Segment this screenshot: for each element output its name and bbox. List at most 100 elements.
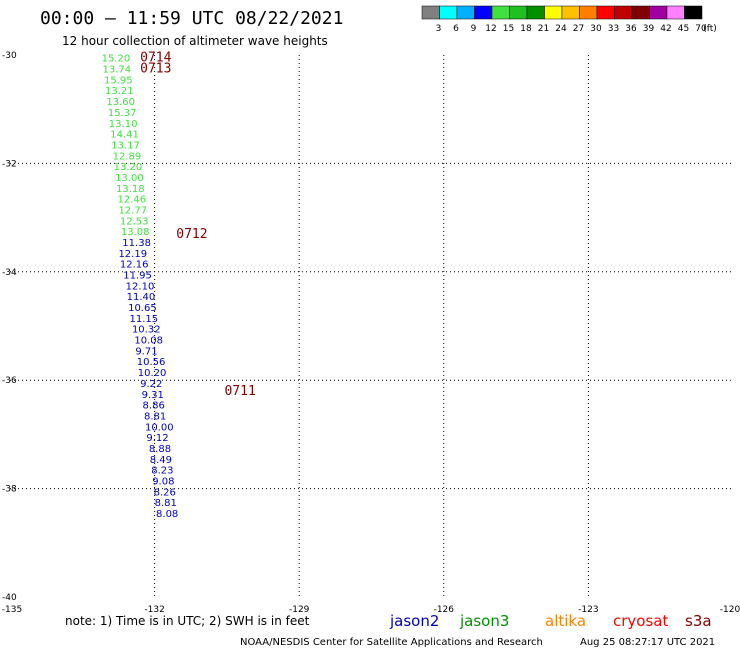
x-tick-label: -135	[2, 605, 22, 615]
color-swatch	[544, 5, 563, 20]
swh-value: 13.21	[105, 86, 134, 97]
y-tick-label: -32	[2, 159, 17, 169]
color-scale-label: 70	[695, 24, 707, 34]
swh-value: 15.20	[102, 54, 131, 65]
color-swatch	[666, 5, 685, 20]
swh-value: 9.71	[135, 346, 157, 357]
swh-value: 8.81	[144, 411, 166, 422]
swh-value: 11.95	[123, 271, 152, 282]
data-points: 15.2013.7415.9513.2113.6015.3713.1014.41…	[102, 54, 179, 520]
y-tick-label: -36	[2, 376, 17, 386]
swh-value: 10.20	[138, 368, 167, 379]
swh-value: 15.37	[108, 108, 137, 119]
color-scale-label: 27	[573, 24, 584, 34]
swh-value: 12.10	[126, 281, 155, 292]
swh-value: 9.08	[152, 476, 174, 487]
swh-value: 13.74	[103, 65, 132, 76]
swh-value: 13.08	[121, 227, 150, 238]
color-swatch	[491, 5, 510, 20]
x-tick-label: -126	[434, 605, 455, 615]
y-tick-label: -34	[2, 268, 17, 278]
color-scale-label: 15	[503, 24, 514, 34]
color-scale-label: 36	[625, 24, 637, 34]
swh-value: 12.77	[118, 205, 147, 216]
chart-subtitle: 12 hour collection of altimeter wave hei…	[62, 34, 328, 48]
legend-item-altika: altika	[545, 612, 586, 630]
swh-value: 13.10	[109, 119, 138, 130]
swh-value: 12.89	[113, 151, 142, 162]
swh-value: 8.26	[154, 487, 176, 498]
swh-value: 8.23	[151, 466, 173, 477]
swh-value: 12.53	[120, 216, 149, 227]
swh-value: 9.12	[146, 433, 168, 444]
footer-timestamp: Aug 25 08:27:17 UTC 2021	[580, 637, 715, 648]
swh-value: 10.00	[145, 422, 174, 433]
time-label: 0712	[176, 227, 207, 242]
swh-value: 8.88	[149, 444, 171, 455]
swh-value: 13.17	[111, 140, 140, 151]
chart-title: 00:00 – 11:59 UTC 08/22/2021	[40, 8, 343, 29]
color-swatch	[614, 5, 633, 20]
footer-source: NOAA/NESDIS Center for Satellite Applica…	[240, 637, 543, 648]
swh-value: 14.41	[110, 130, 139, 141]
legend-item-jason3: jason3	[459, 612, 509, 630]
color-scale-label: 33	[608, 24, 619, 34]
color-scale-label: (ft)	[703, 24, 717, 34]
color-scale-label: 30	[590, 24, 602, 34]
swh-value: 9.31	[142, 390, 164, 401]
swh-value: 8.81	[155, 498, 177, 509]
color-scale-label: 24	[555, 24, 567, 34]
legend-item-jason2: jason2	[389, 612, 439, 630]
color-swatch	[526, 5, 545, 20]
swh-value: 12.46	[117, 195, 146, 206]
y-tick-label: -38	[2, 485, 17, 495]
swh-value: 13.18	[116, 184, 145, 195]
color-scale: 3 6 9 12 15 18 21 24 27 30 33 36 39 42 45 70(ft)	[421, 5, 717, 34]
note: note: 1) Time is in UTC; 2) SWH is in fe…	[65, 614, 310, 628]
swh-value: 13.60	[106, 97, 135, 108]
color-swatch	[631, 5, 650, 20]
grid	[10, 55, 733, 597]
swh-value: 15.95	[104, 75, 133, 86]
legend: jason2 jason3 altika cryosat s3a	[389, 612, 712, 630]
swh-value: 13.20	[114, 162, 143, 173]
swh-value: 9.22	[140, 379, 162, 390]
color-scale-label: 12	[485, 24, 496, 34]
swh-value: 11.15	[130, 314, 159, 325]
legend-item-s3a: s3a	[685, 612, 712, 630]
swh-value: 8.86	[143, 401, 165, 412]
color-swatch	[421, 5, 440, 20]
swh-value: 10.32	[132, 325, 161, 336]
color-swatch	[649, 5, 668, 20]
color-scale-label: 39	[643, 24, 655, 34]
color-swatch	[684, 5, 703, 20]
x-tick-label: -132	[144, 605, 164, 615]
color-scale-label: 9	[471, 24, 477, 34]
color-swatch	[579, 5, 598, 20]
color-swatch	[561, 5, 580, 20]
color-swatch	[456, 5, 475, 20]
swh-value: 8.49	[150, 455, 172, 466]
x-tick-label: -129	[289, 605, 310, 615]
swh-value: 10.65	[128, 303, 157, 314]
swh-value: 10.56	[137, 357, 166, 368]
color-scale-label: 18	[520, 24, 532, 34]
color-scale-label: 3	[436, 24, 442, 34]
color-scale-label: 42	[660, 24, 671, 34]
color-scale-label: 21	[538, 24, 549, 34]
swh-value: 12.16	[120, 260, 149, 271]
swh-value: 8.08	[156, 509, 178, 520]
color-swatch	[509, 5, 528, 20]
swh-value: 11.38	[122, 238, 151, 249]
swh-value: 12.19	[118, 249, 147, 260]
time-label: 0711	[224, 384, 255, 399]
swh-value: 10.08	[134, 336, 163, 347]
time-label: 0713	[140, 62, 171, 77]
color-swatch	[439, 5, 458, 20]
swh-value: 13.00	[115, 173, 144, 184]
time-label: 0714	[140, 51, 171, 66]
color-swatch	[474, 5, 493, 20]
legend-item-cryosat: cryosat	[613, 612, 668, 630]
